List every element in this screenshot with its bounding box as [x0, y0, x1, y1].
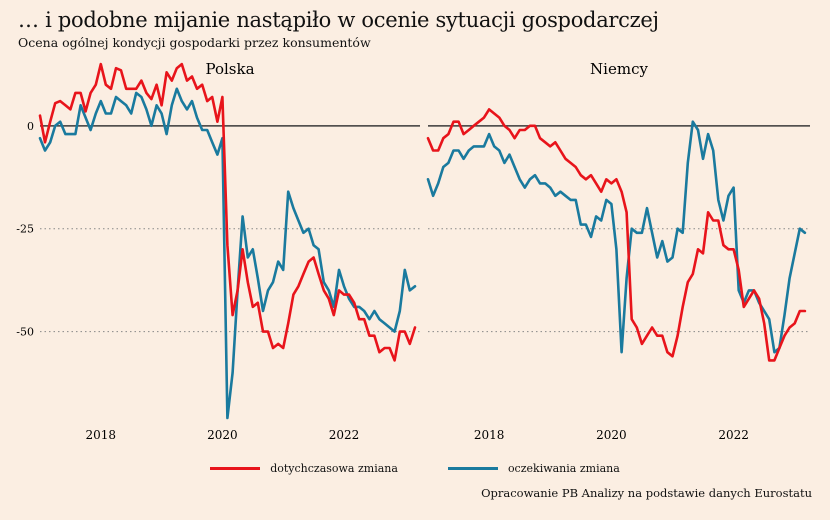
legend-item-current: dotychczasowa zmiana: [210, 462, 398, 475]
legend: dotychczasowa zmiana oczekiwania zmiana: [0, 462, 830, 475]
legend-label-expected: oczekiwania zmiana: [507, 462, 620, 475]
legend-swatch-current: [210, 467, 261, 470]
x-tick-label-niemcy-1: 2020: [596, 428, 627, 442]
x-tick-label-polska-0: 2018: [86, 428, 117, 442]
x-tick-label-polska-2: 2022: [329, 428, 360, 442]
y-tick-label-1: -25: [16, 223, 34, 236]
x-tick-label-polska-1: 2020: [207, 428, 238, 442]
series-line-polska-expected: [38, 87, 417, 420]
panel-title-polska: Polska: [205, 60, 254, 78]
y-tick-label-0: 0: [27, 120, 34, 133]
legend-item-expected: oczekiwania zmiana: [447, 462, 620, 475]
series-line-niemcy-current: [426, 108, 807, 362]
series-line-niemcy-expected: [426, 120, 807, 354]
source-note: Opracowanie PB Analizy na podstawie dany…: [481, 486, 812, 500]
chart-title: … i podobne mijanie nastąpiło w ocenie s…: [18, 8, 659, 32]
legend-label-current: dotychczasowa zmiana: [270, 462, 398, 475]
y-tick-label-2: -50: [16, 326, 34, 339]
series-line-polska-current: [38, 62, 417, 362]
x-tick-label-niemcy-2: 2022: [718, 428, 749, 442]
x-tick-label-niemcy-0: 2018: [474, 428, 505, 442]
panel-title-niemcy: Niemcy: [590, 60, 648, 78]
chart-subtitle: Ocena ogólnej kondycji gospodarki przez …: [18, 35, 371, 50]
legend-swatch-expected: [447, 467, 498, 470]
